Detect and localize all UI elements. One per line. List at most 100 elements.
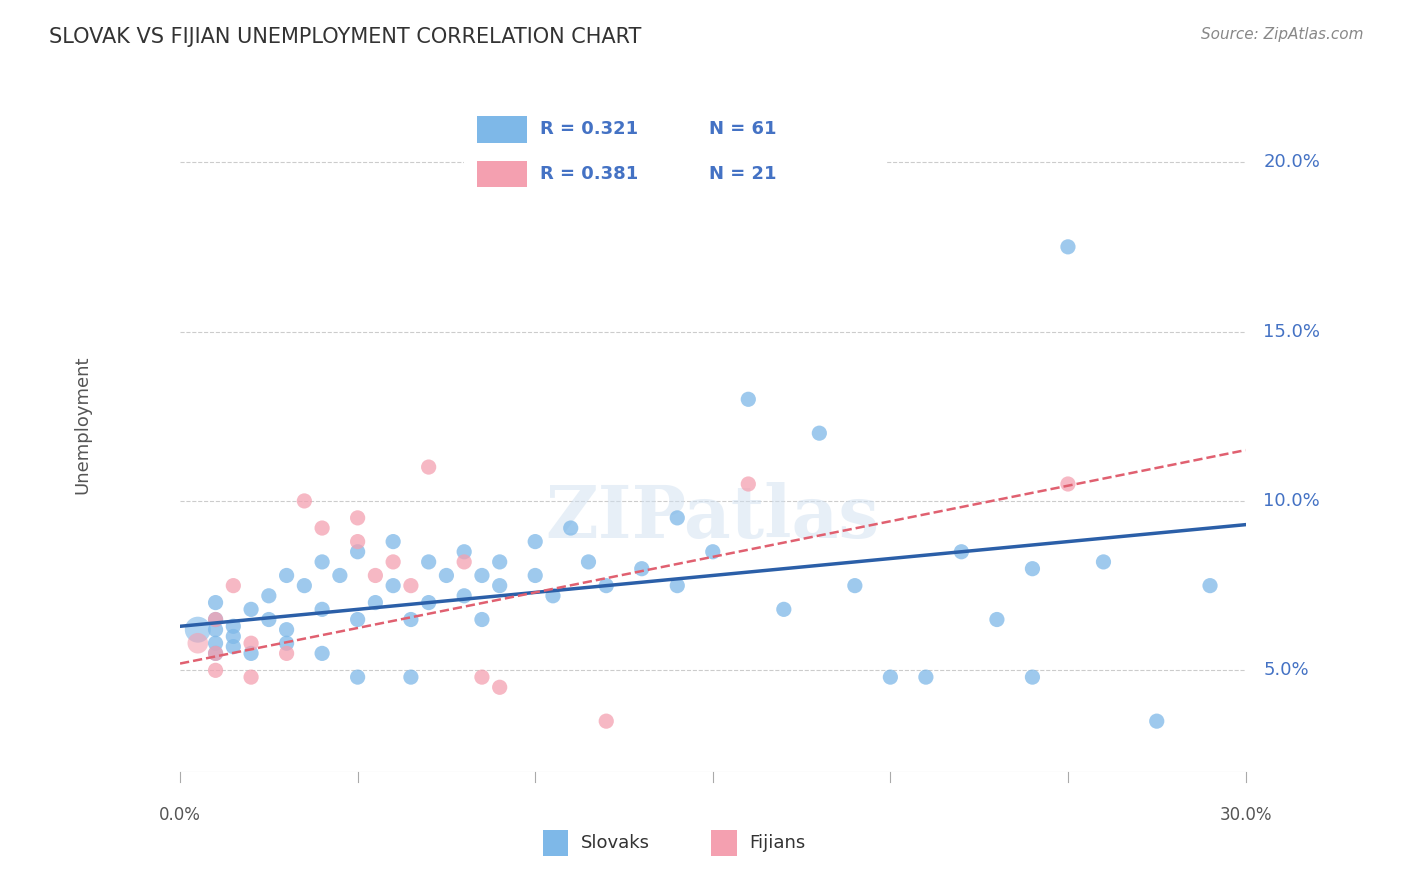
Point xyxy=(382,555,405,569)
Point xyxy=(257,589,280,603)
Point xyxy=(471,670,494,684)
Point xyxy=(1057,477,1080,491)
Point xyxy=(240,670,263,684)
Point xyxy=(1146,714,1168,728)
Point xyxy=(488,680,510,694)
Point xyxy=(204,647,226,661)
Point xyxy=(488,555,510,569)
Point xyxy=(204,596,226,610)
Point xyxy=(204,647,226,661)
Text: 0.0%: 0.0% xyxy=(159,805,201,824)
Text: Source: ZipAtlas.com: Source: ZipAtlas.com xyxy=(1201,27,1364,42)
Point xyxy=(311,521,333,535)
Text: 5.0%: 5.0% xyxy=(1264,661,1309,680)
Text: ZIPatlas: ZIPatlas xyxy=(546,483,880,553)
Point xyxy=(364,596,387,610)
Point xyxy=(844,579,866,593)
Point xyxy=(630,562,652,576)
Point xyxy=(915,670,938,684)
Point xyxy=(453,589,475,603)
Point xyxy=(276,623,298,637)
Text: 30.0%: 30.0% xyxy=(1219,805,1272,824)
Point xyxy=(240,602,263,616)
Bar xyxy=(711,830,737,856)
Point xyxy=(204,636,226,650)
Point xyxy=(541,589,564,603)
Bar xyxy=(543,830,568,856)
Point xyxy=(524,568,547,582)
Point xyxy=(311,602,333,616)
Point xyxy=(560,521,582,535)
Point xyxy=(1021,562,1043,576)
Point xyxy=(187,623,209,637)
Point xyxy=(399,613,422,627)
Point xyxy=(204,663,226,677)
Point xyxy=(276,636,298,650)
Point xyxy=(311,555,333,569)
Point xyxy=(222,630,245,644)
Point xyxy=(418,460,440,475)
Point xyxy=(276,568,298,582)
Point xyxy=(737,392,759,407)
Point xyxy=(346,534,368,549)
Point xyxy=(292,494,315,508)
Point xyxy=(1199,579,1222,593)
Point xyxy=(702,545,724,559)
Point xyxy=(879,670,901,684)
Point xyxy=(1021,670,1043,684)
Text: 10.0%: 10.0% xyxy=(1264,491,1320,510)
Point xyxy=(595,579,617,593)
Point xyxy=(737,477,759,491)
Point xyxy=(418,555,440,569)
Point xyxy=(204,613,226,627)
Point xyxy=(950,545,973,559)
Point xyxy=(257,613,280,627)
Point xyxy=(1092,555,1115,569)
Point xyxy=(204,613,226,627)
Point xyxy=(578,555,600,569)
Point xyxy=(436,568,458,582)
Point xyxy=(595,714,617,728)
Point xyxy=(311,647,333,661)
Point xyxy=(772,602,794,616)
Point xyxy=(346,511,368,525)
Point xyxy=(399,579,422,593)
Text: Slovaks: Slovaks xyxy=(581,834,650,852)
Point xyxy=(222,619,245,633)
Text: N = 61: N = 61 xyxy=(709,120,776,138)
Point xyxy=(471,568,494,582)
Bar xyxy=(477,116,527,143)
Text: 20.0%: 20.0% xyxy=(1264,153,1320,171)
Point xyxy=(346,545,368,559)
Text: R = 0.381: R = 0.381 xyxy=(540,165,638,183)
Point xyxy=(418,596,440,610)
Text: Unemployment: Unemployment xyxy=(73,355,91,494)
Text: 15.0%: 15.0% xyxy=(1264,323,1320,341)
Point xyxy=(488,579,510,593)
Point xyxy=(524,534,547,549)
Text: N = 21: N = 21 xyxy=(709,165,776,183)
Point xyxy=(187,636,209,650)
FancyBboxPatch shape xyxy=(456,105,894,198)
Point xyxy=(382,534,405,549)
Point xyxy=(382,579,405,593)
Point xyxy=(240,636,263,650)
Text: Fijians: Fijians xyxy=(749,834,806,852)
Point xyxy=(276,647,298,661)
Point xyxy=(666,579,689,593)
Point xyxy=(329,568,352,582)
Point xyxy=(222,640,245,654)
Point xyxy=(222,579,245,593)
Point xyxy=(471,613,494,627)
Point xyxy=(1057,240,1080,254)
Point xyxy=(453,555,475,569)
Point xyxy=(453,545,475,559)
Point xyxy=(364,568,387,582)
Point xyxy=(240,647,263,661)
Point xyxy=(808,426,831,441)
Point xyxy=(399,670,422,684)
Text: SLOVAK VS FIJIAN UNEMPLOYMENT CORRELATION CHART: SLOVAK VS FIJIAN UNEMPLOYMENT CORRELATIO… xyxy=(49,27,641,46)
Text: R = 0.321: R = 0.321 xyxy=(540,120,638,138)
Bar xyxy=(477,161,527,187)
Point xyxy=(292,579,315,593)
